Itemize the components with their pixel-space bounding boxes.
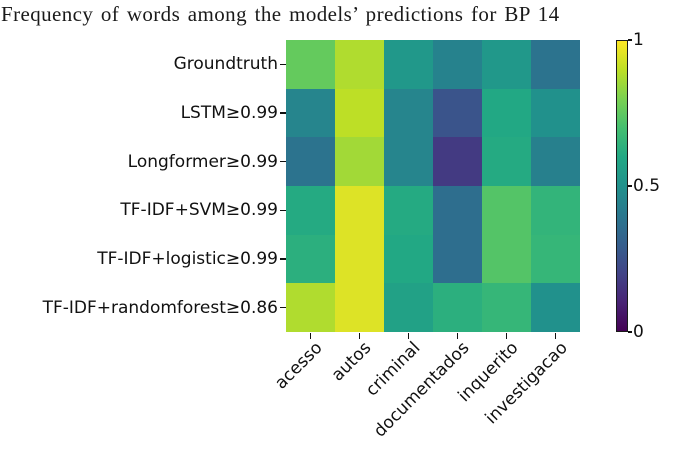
x-tick-mark <box>554 332 557 339</box>
heatmap-cell <box>335 234 384 284</box>
heatmap-cell <box>531 137 580 186</box>
colorbar-tick-mark <box>628 331 632 333</box>
heatmap-cell <box>335 283 384 332</box>
y-tick-mark <box>280 258 286 260</box>
y-tick-mark <box>280 306 286 309</box>
heatmap-cell <box>433 88 482 138</box>
colorbar-tick-label: 0.5 <box>633 176 661 196</box>
heatmap-cell <box>482 137 531 186</box>
heatmap-cell <box>286 88 335 138</box>
colorbar-tick-label: 0 <box>633 322 644 342</box>
x-tick-mark <box>407 332 410 339</box>
heatmap-cell <box>384 186 433 235</box>
y-tick-mark <box>280 112 286 114</box>
y-tick-label: TF-IDF+logistic≥0.99 <box>97 249 278 269</box>
heatmap-cell <box>286 186 335 235</box>
x-tick-label: acesso <box>271 338 327 394</box>
heatmap-cell <box>384 283 433 332</box>
colorbar-tick-mark <box>628 185 632 187</box>
heatmap-cell <box>531 40 580 89</box>
chart-title: Frequency of words among the models’ pre… <box>1 2 560 26</box>
heatmap-cell <box>384 40 433 89</box>
x-tick-mark <box>456 332 459 339</box>
heatmap-cell <box>335 40 384 89</box>
y-tick-mark <box>280 63 286 66</box>
heatmap-cell <box>531 88 580 138</box>
heatmap-cell <box>482 283 531 332</box>
heatmap-cell <box>286 137 335 186</box>
heatmap-cell <box>482 40 531 89</box>
heatmap-cell <box>482 234 531 284</box>
y-tick-mark <box>280 209 286 212</box>
heatmap-cell <box>433 137 482 186</box>
heatmap-cell <box>531 234 580 284</box>
colorbar <box>616 40 628 332</box>
heatmap-cell <box>531 283 580 332</box>
heatmap-cell <box>335 137 384 186</box>
colorbar-tick-label: 1 <box>633 30 644 50</box>
heatmap-cell <box>433 40 482 89</box>
heatmap-cell <box>531 186 580 235</box>
y-tick-label: TF-IDF+SVM≥0.99 <box>120 200 278 221</box>
x-tick-mark <box>309 332 312 339</box>
heatmap-cell <box>384 234 433 284</box>
y-tick-label: LSTM≥0.99 <box>180 103 278 123</box>
heatmap-cell <box>482 88 531 138</box>
heatmap-cell <box>286 283 335 332</box>
y-tick-mark <box>280 160 286 163</box>
heatmap-cell <box>433 234 482 284</box>
heatmap-cell <box>433 283 482 332</box>
x-tick-mark <box>505 332 508 339</box>
heatmap-cell <box>335 88 384 138</box>
heatmap-cell <box>482 186 531 235</box>
y-tick-label: Groundtruth <box>173 54 278 75</box>
y-tick-label: TF-IDF+randomforest≥0.86 <box>42 297 278 318</box>
x-tick-mark <box>358 332 361 339</box>
heatmap-cell <box>286 40 335 89</box>
heatmap-grid <box>286 40 580 332</box>
heatmap-cell <box>433 186 482 235</box>
heatmap-cell <box>384 137 433 186</box>
colorbar-tick-mark <box>628 39 632 41</box>
y-tick-label: Longformer≥0.99 <box>127 151 278 172</box>
heatmap-cell <box>286 234 335 284</box>
heatmap-cell <box>384 88 433 138</box>
heatmap-cell <box>335 186 384 235</box>
